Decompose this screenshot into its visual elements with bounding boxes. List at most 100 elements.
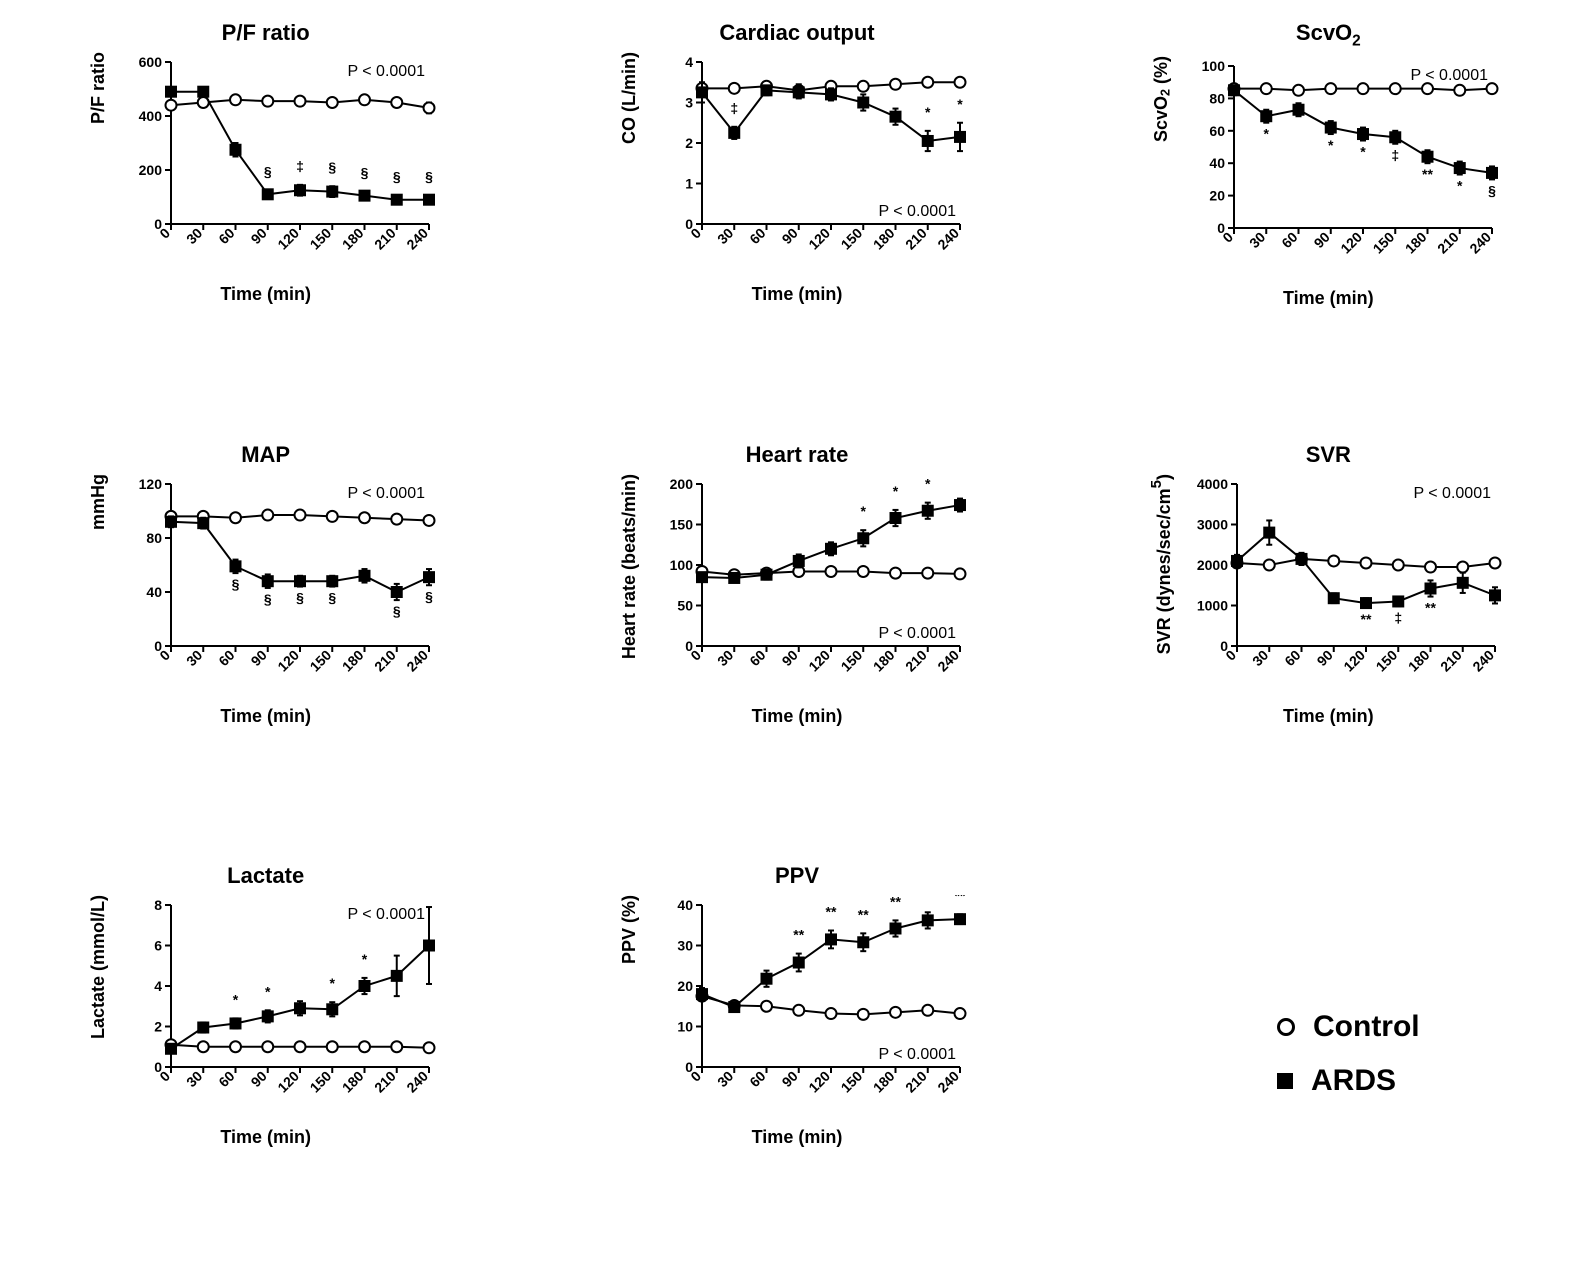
svg-text:180: 180 xyxy=(339,225,367,253)
svg-text:120: 120 xyxy=(274,225,302,253)
svg-text:90: 90 xyxy=(779,225,801,247)
plot-pf: 02004006000306090120150180210240§‡§§§§P … xyxy=(113,52,443,282)
svg-text:600: 600 xyxy=(139,54,163,70)
svg-text:240: 240 xyxy=(935,646,963,674)
svg-text:80: 80 xyxy=(147,530,163,546)
panel-svr: SVR SVR (dynes/sec/cm5) 0100020003000400… xyxy=(1093,442,1564,824)
svg-text:30: 30 xyxy=(678,938,694,954)
svg-text:‡: ‡ xyxy=(1394,609,1402,625)
svg-text:100: 100 xyxy=(670,557,694,573)
svg-text:180: 180 xyxy=(339,1068,367,1096)
y-axis-label: PPV (%) xyxy=(619,895,640,964)
svg-text:210: 210 xyxy=(903,225,931,253)
x-axis-label: Time (min) xyxy=(220,1127,311,1148)
svg-text:40: 40 xyxy=(147,584,163,600)
svg-text:240: 240 xyxy=(1466,229,1494,257)
y-axis-label: CO (L/min) xyxy=(619,52,640,144)
svg-text:100: 100 xyxy=(1202,58,1226,74)
svg-text:10: 10 xyxy=(678,1019,694,1035)
y-axis-label: P/F ratio xyxy=(88,52,109,124)
svg-text:1: 1 xyxy=(686,176,694,192)
plot-wrap: CO (L/min) 012340306090120150180210240‡*… xyxy=(619,52,974,282)
figure-page: P/F ratio P/F ratio 02004006000306090120… xyxy=(0,0,1594,1265)
svg-text:*: * xyxy=(861,503,867,519)
svg-text:120: 120 xyxy=(1337,229,1365,257)
svg-text:120: 120 xyxy=(274,1068,302,1096)
svg-text:*: * xyxy=(265,984,271,1000)
svg-text:§: § xyxy=(425,169,433,185)
svg-text:*: * xyxy=(893,483,899,499)
panel-title: P/F ratio xyxy=(222,20,310,46)
plot-wrap: Heart rate (beats/min) 05010015020003060… xyxy=(619,474,974,704)
svg-text:210: 210 xyxy=(903,1068,931,1096)
svg-text:P < 0.0001: P < 0.0001 xyxy=(348,63,426,80)
plot-wrap: Lactate (mmol/L) 02468030609012015018021… xyxy=(88,895,443,1125)
svg-text:180: 180 xyxy=(339,646,367,674)
svg-text:120: 120 xyxy=(1340,646,1368,674)
svg-text:150: 150 xyxy=(307,646,335,674)
svg-text:60: 60 xyxy=(747,646,769,668)
y-axis-label: mmHg xyxy=(88,474,109,530)
svg-text:80: 80 xyxy=(1210,91,1226,107)
x-axis-label: Time (min) xyxy=(220,706,311,727)
svg-text:2: 2 xyxy=(154,1019,162,1035)
plot-wrap: PPV (%) 0102030400306090120150180210240*… xyxy=(619,895,974,1125)
panel-grid: P/F ratio P/F ratio 02004006000306090120… xyxy=(30,20,1564,1245)
svg-text:90: 90 xyxy=(779,646,801,668)
svg-text:60: 60 xyxy=(1210,123,1226,139)
svg-text:180: 180 xyxy=(1402,229,1430,257)
svg-text:30: 30 xyxy=(183,1068,205,1090)
svg-text:P < 0.0001: P < 0.0001 xyxy=(348,485,426,502)
svg-text:240: 240 xyxy=(403,646,431,674)
svg-text:P < 0.0001: P < 0.0001 xyxy=(879,625,957,642)
panel-title: Heart rate xyxy=(746,442,849,468)
x-axis-label: Time (min) xyxy=(752,284,843,305)
svg-text:120: 120 xyxy=(806,1068,834,1096)
plot-co: 012340306090120150180210240‡**P < 0.0001 xyxy=(644,52,974,282)
svg-text:210: 210 xyxy=(371,225,399,253)
svg-text:60: 60 xyxy=(747,225,769,247)
svg-text:180: 180 xyxy=(870,225,898,253)
svg-text:P < 0.0001: P < 0.0001 xyxy=(879,1046,957,1063)
svg-text:60: 60 xyxy=(747,1068,769,1090)
y-axis-label: Heart rate (beats/min) xyxy=(619,474,640,659)
svg-text:4: 4 xyxy=(686,54,694,70)
legend-label: ARDS xyxy=(1311,1064,1396,1098)
svg-text:*: * xyxy=(233,992,239,1008)
svg-text:240: 240 xyxy=(403,225,431,253)
panel-scvo2: ScvO2 ScvO2 (%) 020406080100030609012015… xyxy=(1093,20,1564,402)
legend-item-ards: ARDS xyxy=(1277,1064,1396,1098)
svg-text:*: * xyxy=(958,96,964,112)
svg-text:*: * xyxy=(1264,126,1270,142)
svg-text:*: * xyxy=(926,104,932,120)
svg-text:§: § xyxy=(329,159,337,175)
svg-text:120: 120 xyxy=(806,225,834,253)
svg-text:60: 60 xyxy=(1278,229,1300,251)
svg-text:120: 120 xyxy=(139,476,163,492)
panel-lactate: Lactate Lactate (mmol/L) 024680306090120… xyxy=(30,863,501,1245)
svg-text:240: 240 xyxy=(1469,646,1497,674)
panel-title: Cardiac output xyxy=(719,20,874,46)
svg-text:60: 60 xyxy=(215,646,237,668)
panel-title: MAP xyxy=(241,442,290,468)
svg-text:90: 90 xyxy=(1313,646,1335,668)
svg-text:*: * xyxy=(1328,137,1334,153)
svg-text:150: 150 xyxy=(1372,646,1400,674)
svg-text:2: 2 xyxy=(686,135,694,151)
svg-text:30: 30 xyxy=(1246,229,1268,251)
svg-text:‡: ‡ xyxy=(296,158,304,174)
svg-text:§: § xyxy=(264,163,272,179)
svg-text:150: 150 xyxy=(307,1068,335,1096)
svg-text:**: ** xyxy=(1360,611,1371,627)
svg-text:90: 90 xyxy=(248,225,270,247)
svg-text:§: § xyxy=(393,603,401,619)
svg-text:*: * xyxy=(362,951,368,967)
open-circle-icon xyxy=(1277,1018,1295,1036)
svg-text:90: 90 xyxy=(1311,229,1333,251)
y-axis-label: SVR (dynes/sec/cm5) xyxy=(1148,474,1175,654)
svg-text:30: 30 xyxy=(183,646,205,668)
svg-text:**: ** xyxy=(794,927,805,943)
svg-text:§: § xyxy=(393,169,401,185)
svg-text:*: * xyxy=(330,976,336,992)
svg-text:§: § xyxy=(425,588,433,604)
